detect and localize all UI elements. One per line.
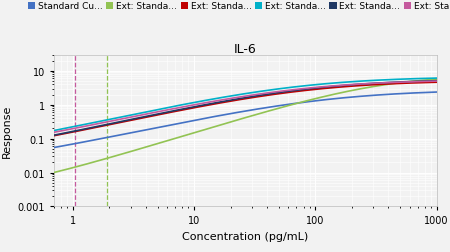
Title: IL-6: IL-6 xyxy=(234,43,256,55)
X-axis label: Concentration (pg/mL): Concentration (pg/mL) xyxy=(182,231,308,241)
Legend: Standard Cu..., Ext: Standa..., Ext: Standa..., Ext: Standa..., Ext: Standa..., : Standard Cu..., Ext: Standa..., Ext: Sta… xyxy=(28,3,450,11)
Y-axis label: Response: Response xyxy=(2,105,12,158)
